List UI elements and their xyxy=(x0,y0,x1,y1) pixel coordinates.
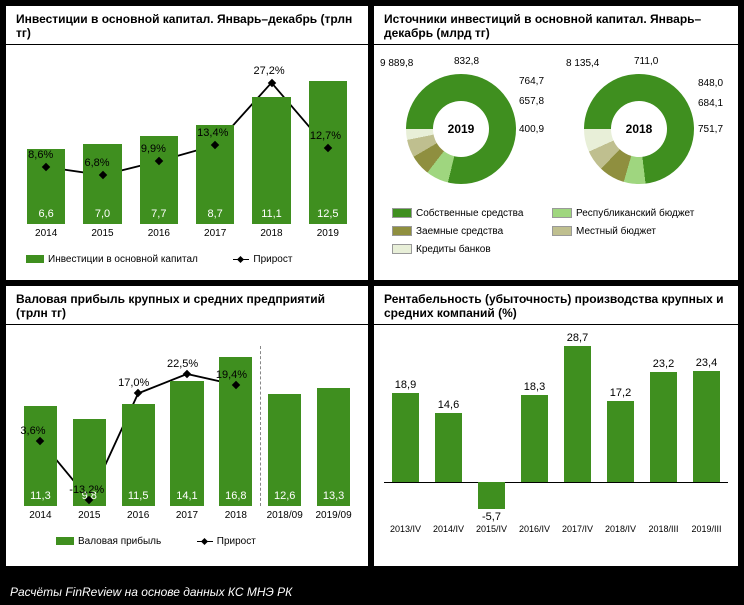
chart1-legend: Инвестиции в основной капитал Прирост xyxy=(26,254,292,265)
panel-profitability: Рентабельность (убыточность) производств… xyxy=(374,286,738,566)
bar: 8,7 xyxy=(196,125,234,224)
donut-2018-center: 2018 xyxy=(611,101,667,157)
panel4-title: Рентабельность (убыточность) производств… xyxy=(374,286,738,325)
legend-bar-label: Инвестиции в основной капитал xyxy=(48,254,198,265)
d2018-lab0: 8 135,4 xyxy=(566,58,599,69)
panel-investments: Инвестиции в основной капитал. Январь–де… xyxy=(6,6,368,280)
chart1-area: 6,68,6%7,06,8%7,79,9%8,713,4%11,127,2%12… xyxy=(18,64,356,224)
d2019-lab0: 9 889,8 xyxy=(380,58,413,69)
d2019-lab4: 400,9 xyxy=(519,124,544,135)
bar: 11,1 xyxy=(252,97,290,224)
panel2-title: Источники инвестиций в основной капитал.… xyxy=(374,6,738,45)
chart3-area: 11,33,6%9,8-13,2%11,517,0%14,122,5%16,81… xyxy=(16,346,358,506)
chart4-area: 18,914,6-5,718,328,717,223,223,4 xyxy=(384,340,728,520)
panel1-title: Инвестиции в основной капитал. Январь–де… xyxy=(6,6,368,45)
d2018-lab1: 711,0 xyxy=(634,56,658,67)
legend3-line-label: Прирост xyxy=(217,536,256,547)
legend-line-label: Прирост xyxy=(253,254,292,265)
chart3-legend: Валовая прибыль Прирост xyxy=(56,536,256,547)
bar: 7,0 xyxy=(83,144,121,224)
d2019-lab1: 832,8 xyxy=(454,56,479,67)
d2019-lab2: 764,7 xyxy=(519,76,544,87)
d2018-lab4: 751,7 xyxy=(698,124,723,135)
chart3-xaxis: 201420152016201720182018/092019/09 xyxy=(16,510,358,524)
bar: 12,5 xyxy=(309,81,347,224)
d2018-lab2: 848,0 xyxy=(698,78,723,89)
legend3-bar-label: Валовая прибыль xyxy=(78,536,161,547)
d2018-lab3: 684,1 xyxy=(698,98,723,109)
panel3-title: Валовая прибыль крупных и средних предпр… xyxy=(6,286,368,325)
donut-2019-center: 2019 xyxy=(433,101,489,157)
panel-gross-profit: Валовая прибыль крупных и средних предпр… xyxy=(6,286,368,566)
panel2-legend: Собственные средстваРеспубликанский бюдж… xyxy=(392,206,722,260)
chart4-xaxis: 2013/IV2014/IV2015/IV2016/IV2017/IV2018/… xyxy=(384,524,728,538)
d2019-lab3: 657,8 xyxy=(519,96,544,107)
footer-text: Расчёты FinReview на основе данных КС МН… xyxy=(10,585,292,599)
chart1-xaxis: 201420152016201720182019 xyxy=(18,228,356,242)
panel-sources: Источники инвестиций в основной капитал.… xyxy=(374,6,738,280)
